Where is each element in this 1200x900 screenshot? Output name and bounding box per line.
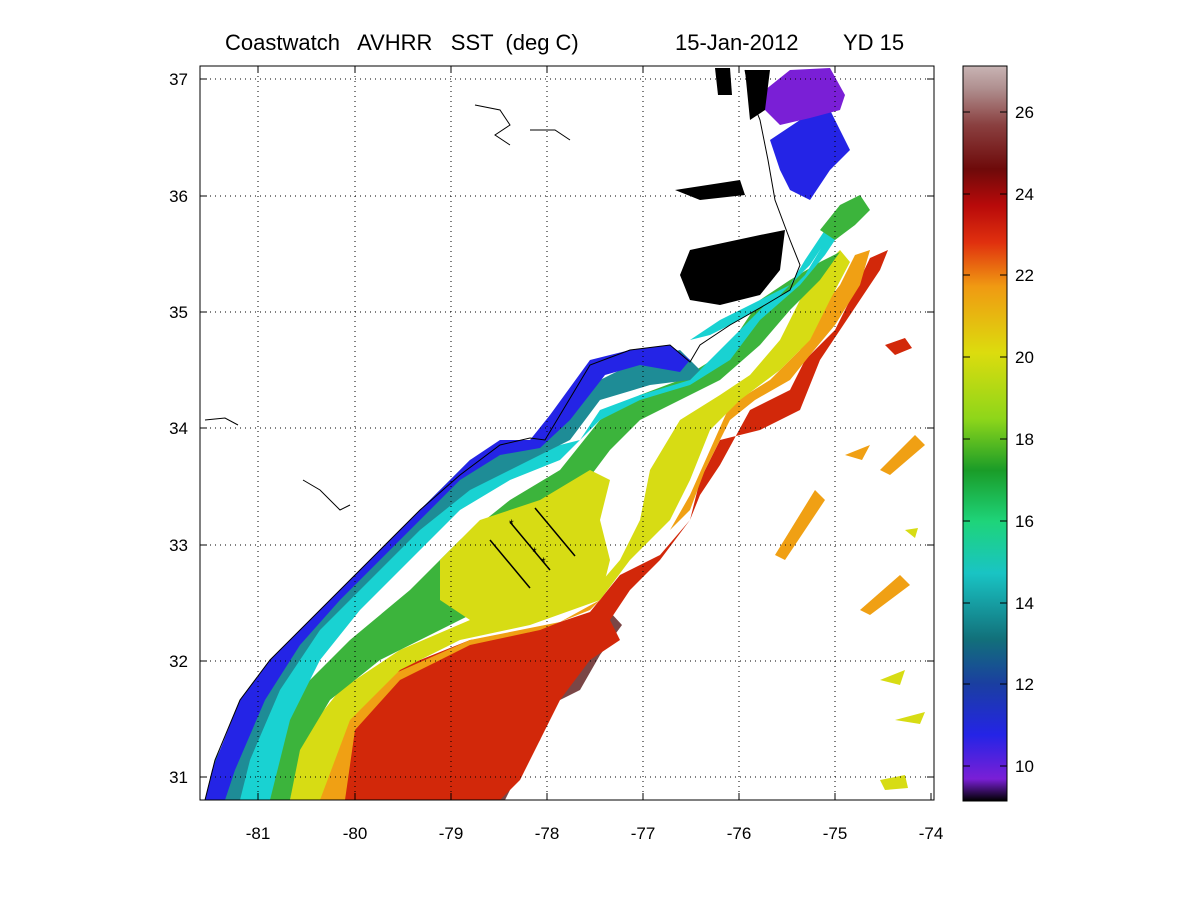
colorbar-ticks [963, 111, 1007, 767]
colorbar-tick-label: 20 [1015, 348, 1034, 367]
y-tick-label: 36 [169, 187, 188, 206]
virginia-blue [770, 110, 850, 200]
offshore-red-patch [885, 338, 912, 355]
x-tick-labels: -81 -80 -79 -78 -77 -76 -75 -74 [246, 824, 944, 843]
transect-line-1 [489, 539, 531, 589]
x-tick-label: -79 [439, 824, 464, 843]
coastline-inland-4 [204, 417, 239, 426]
offshore-yellow-patch-4 [905, 528, 918, 538]
colorbar-tick-label: 26 [1015, 103, 1034, 122]
chart-title: Coastwatch AVHRR SST (deg C) 15-Jan-2012… [225, 30, 904, 134]
stations: * * * [509, 517, 546, 569]
transect-line-2 [509, 521, 551, 571]
colorbar [962, 65, 1008, 802]
sst-field [205, 68, 925, 800]
offshore-orange-patch-4 [860, 575, 910, 615]
y-tick-labels: 37 36 35 34 33 32 31 [169, 70, 188, 787]
colorbar-tick-label: 24 [1015, 185, 1034, 204]
coastline [204, 69, 801, 801]
title-product: Coastwatch AVHRR SST (deg C) [225, 30, 579, 55]
colorbar-tick-label: 10 [1015, 757, 1034, 776]
albemarle-sound [675, 180, 745, 200]
transects [489, 507, 576, 589]
station-marker-3: * [541, 555, 546, 569]
offshore-orange-patch-1 [845, 445, 870, 460]
y-tick-label: 33 [169, 536, 188, 555]
offshore-yellow-patch-2 [895, 712, 925, 724]
nearshore-cyan [220, 200, 850, 800]
tick-marks [200, 66, 934, 800]
hatteras-green [820, 195, 870, 240]
land-features [675, 68, 785, 305]
delmarva-shore [745, 70, 770, 120]
x-tick-label: -78 [535, 824, 560, 843]
x-tick-label: -77 [631, 824, 656, 843]
plot-frame [199, 65, 935, 801]
colorbar-tick-label: 14 [1015, 594, 1034, 613]
y-tick-label: 32 [169, 652, 188, 671]
x-tick-label: -75 [823, 824, 848, 843]
colorbar-tick-label: 12 [1015, 675, 1034, 694]
coastline-inland-3 [302, 479, 351, 511]
colorbar-tick-label: 22 [1015, 266, 1034, 285]
station-marker-2: * [532, 545, 537, 559]
y-tick-label: 35 [169, 303, 188, 322]
coastline-inland-1 [474, 104, 511, 146]
pamlico-sound [680, 230, 785, 305]
station-marker-1: * [509, 517, 514, 531]
x-tick-label: -74 [919, 824, 944, 843]
x-tick-label: -76 [727, 824, 752, 843]
chesapeake-bay [715, 68, 732, 95]
y-tick-label: 34 [169, 419, 188, 438]
y-tick-label: 31 [169, 768, 188, 787]
coastline-inland-2 [530, 129, 571, 141]
x-tick-label: -80 [343, 824, 368, 843]
warm-band-red [330, 250, 888, 800]
offshore-yellow-patch-1 [880, 670, 905, 685]
x-tick-label: -81 [246, 824, 271, 843]
colorbar-tick-label: 16 [1015, 512, 1034, 531]
offshore-yellow-patch-3 [880, 775, 908, 790]
transect-line-3 [534, 507, 576, 557]
offshore-orange-patch-3 [775, 490, 825, 560]
colorbar-tick-label: 18 [1015, 430, 1034, 449]
title-yearday: YD 15 [843, 30, 905, 55]
offshore-orange-patch-2 [880, 435, 925, 475]
y-tick-label: 37 [169, 70, 188, 89]
virginia-purple [765, 68, 845, 125]
title-date: 15-Jan-2012 [675, 30, 799, 55]
colorbar-tick-labels: 26 24 22 20 18 16 14 12 10 [1015, 103, 1034, 776]
